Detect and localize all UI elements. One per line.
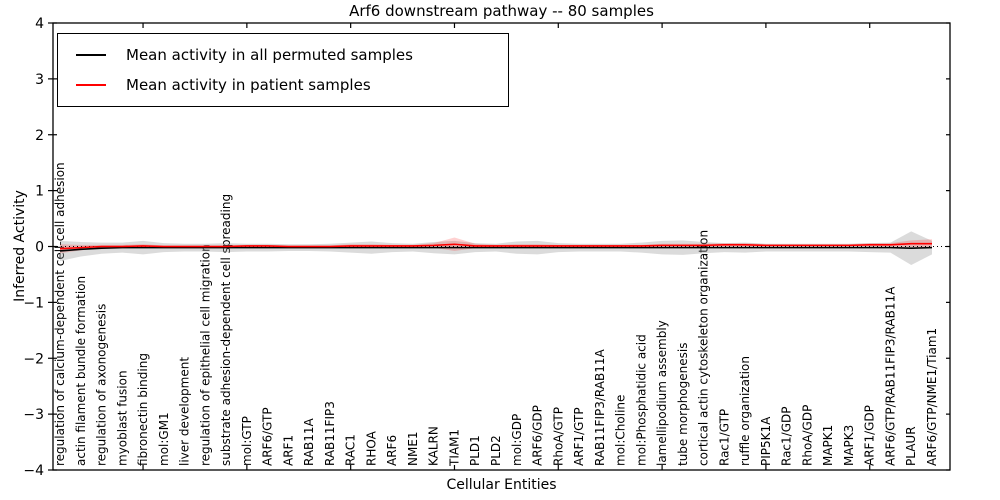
category-label: MAPK1: [821, 425, 835, 466]
category-label: ARF1/GDP: [863, 405, 877, 466]
y-tick-label: −2: [23, 351, 44, 367]
category-label: liver development: [178, 357, 192, 466]
y-tick-label: −4: [23, 463, 44, 479]
patient-line-swatch: [76, 84, 106, 86]
category-label: ARF6: [385, 435, 399, 466]
category-label: ARF6/GTP/RAB11FIP3/RAB11A: [883, 286, 897, 466]
category-label: PLD2: [489, 435, 503, 466]
category-label: RhoA/GDP: [800, 405, 814, 466]
category-label: RHOA: [364, 430, 378, 466]
category-label: mol:GDP: [510, 414, 524, 466]
category-label: cortical actin cytoskeleton organization: [697, 230, 711, 466]
category-label: ARF6/GDP: [531, 405, 545, 466]
category-label: MAPK3: [842, 425, 856, 466]
category-label: Rac1/GTP: [717, 409, 731, 466]
category-label: RhoA/GTP: [551, 407, 565, 466]
category-label: ARF1/GTP: [572, 407, 586, 466]
category-label: RAC1: [344, 434, 358, 466]
series-line-patient: [59, 242, 932, 250]
category-label: ARF1: [281, 435, 295, 466]
category-label: regulation of calcium-dependent cell-cel…: [53, 162, 67, 466]
category-label: NME1: [406, 431, 420, 466]
category-label: tube morphogenesis: [676, 343, 690, 466]
category-label: PLAUR: [904, 426, 918, 466]
y-tick-label: 1: [35, 184, 44, 200]
legend-label-permuted: Mean activity in all permuted samples: [126, 46, 413, 64]
legend-label-patient: Mean activity in patient samples: [126, 76, 371, 94]
category-label: mol:Phosphatidic acid: [634, 334, 648, 466]
category-label: fibronectin binding: [136, 353, 150, 466]
category-label: Rac1/GDP: [780, 407, 794, 466]
category-label: regulation of epithelial cell migration: [198, 244, 212, 466]
category-label: RAB11FIP3/RAB11A: [593, 349, 607, 466]
category-label: mol:GM1: [157, 412, 171, 466]
category-label: PLD1: [468, 435, 482, 466]
legend-item-permuted: Mean activity in all permuted samples: [66, 40, 500, 70]
category-label: RAB11FIP3: [323, 401, 337, 466]
y-tick-label: 3: [35, 72, 44, 88]
y-tick-label: −1: [23, 295, 44, 311]
category-label: KALRN: [427, 426, 441, 466]
category-label: PIP5K1A: [759, 416, 773, 466]
category-label: lamellipodium assembly: [655, 320, 669, 466]
series-line-permuted: [59, 246, 933, 252]
category-label: ARF6/GTP: [261, 407, 275, 466]
legend-item-patient: Mean activity in patient samples: [66, 70, 500, 100]
category-label: TIAM1: [447, 429, 461, 467]
y-tick-label: −3: [23, 407, 44, 423]
x-axis-label: Cellular Entities: [446, 477, 557, 493]
y-tick-label: 0: [35, 240, 44, 256]
category-label: RAB11A: [302, 417, 316, 466]
category-label: regulation of axonogenesis: [95, 304, 109, 466]
category-label: ARF6/GTP/NME1/Tiam1: [925, 328, 939, 466]
category-label: mol:Choline: [614, 395, 628, 466]
category-label: mol:GTP: [240, 416, 254, 466]
category-label: ruffle organization: [738, 356, 752, 466]
legend: Mean activity in all permuted samples Me…: [57, 33, 509, 107]
y-tick-label: 4: [35, 16, 44, 32]
category-label: actin filament bundle formation: [74, 276, 88, 466]
category-label: myoblast fusion: [115, 370, 129, 466]
chart-title: Arf6 downstream pathway -- 80 samples: [349, 2, 654, 20]
category-label: substrate adhesion-dependent cell spread…: [219, 194, 233, 466]
y-tick-label: 2: [35, 128, 44, 144]
permuted-line-swatch: [76, 54, 106, 56]
